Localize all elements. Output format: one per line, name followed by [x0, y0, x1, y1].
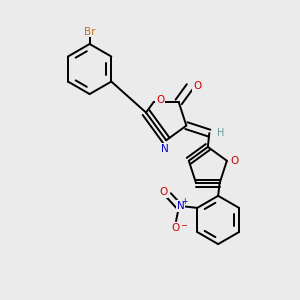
Text: −: − — [180, 221, 187, 230]
Text: O: O — [156, 94, 164, 105]
Text: N: N — [161, 143, 169, 154]
Text: O: O — [159, 187, 167, 197]
Text: +: + — [181, 197, 188, 206]
Text: O: O — [230, 156, 238, 166]
Text: H: H — [217, 128, 224, 137]
Text: O: O — [193, 81, 201, 91]
Text: N: N — [177, 201, 184, 211]
Text: Br: Br — [84, 27, 95, 37]
Text: O: O — [171, 223, 180, 232]
